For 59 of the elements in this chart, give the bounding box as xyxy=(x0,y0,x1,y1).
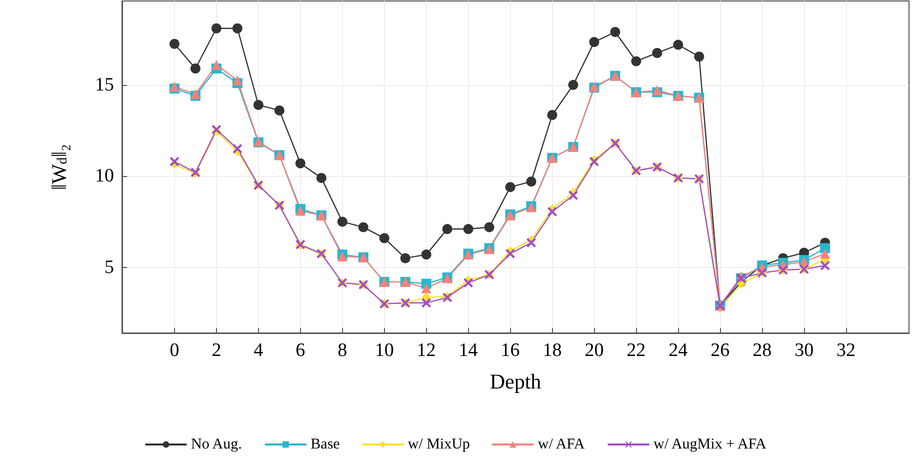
x-tick-label: 32 xyxy=(836,340,856,361)
point xyxy=(232,23,242,34)
x-tick-label: 16 xyxy=(500,340,520,361)
x-tick-label: 6 xyxy=(296,340,306,361)
point xyxy=(820,248,830,259)
point xyxy=(253,100,264,110)
point xyxy=(463,224,474,234)
point xyxy=(820,243,830,254)
point xyxy=(316,172,326,183)
legend-label: Base xyxy=(310,436,340,452)
x-tick-label: 28 xyxy=(752,340,772,361)
y-tick-label: 5 xyxy=(104,256,114,278)
point xyxy=(421,250,432,260)
point xyxy=(211,60,222,70)
point xyxy=(589,37,600,48)
y-tick-label: 10 xyxy=(95,166,114,187)
x-axis-title: Depth xyxy=(490,370,542,394)
point xyxy=(274,105,284,116)
x-tick-label: 10 xyxy=(374,340,394,361)
point xyxy=(295,158,306,168)
x-tick-label: 22 xyxy=(626,340,646,361)
x-tick-label: 26 xyxy=(710,340,730,361)
point xyxy=(358,222,368,232)
x-tick-label: 24 xyxy=(668,340,688,361)
point xyxy=(694,52,704,62)
point xyxy=(442,224,452,234)
legend-label: w/ AFA xyxy=(538,436,585,452)
y-tick-label: 15 xyxy=(95,74,114,96)
x-tick-label: 30 xyxy=(794,340,814,361)
point xyxy=(610,27,620,38)
x-tick-label: 20 xyxy=(584,340,604,361)
x-tick-label: 2 xyxy=(212,340,222,361)
point xyxy=(505,182,516,192)
point xyxy=(379,233,390,244)
point xyxy=(547,110,558,120)
x-tick-label: 18 xyxy=(542,340,562,361)
point xyxy=(190,63,200,74)
x-tick-label: 14 xyxy=(458,340,478,361)
y-axis-title: ‖Wd‖₂ xyxy=(47,144,71,190)
point xyxy=(631,56,642,66)
legend-label: w/ MixUp xyxy=(408,436,470,452)
point xyxy=(211,23,222,34)
point xyxy=(337,216,348,227)
legend-label: w/ AugMix + AFA xyxy=(654,436,767,452)
legend-label: No Aug. xyxy=(191,436,242,452)
x-tick-label: 12 xyxy=(416,340,436,361)
point xyxy=(526,176,536,187)
point xyxy=(673,40,684,50)
point xyxy=(400,253,410,264)
point xyxy=(484,222,494,232)
point xyxy=(232,75,242,86)
point xyxy=(421,283,432,294)
point xyxy=(568,80,578,90)
point xyxy=(422,292,431,302)
x-tick-label: 4 xyxy=(254,340,264,361)
point xyxy=(169,38,180,49)
x-tick-label: 0 xyxy=(170,340,180,361)
point xyxy=(652,48,662,58)
x-tick-label: 8 xyxy=(338,340,348,361)
